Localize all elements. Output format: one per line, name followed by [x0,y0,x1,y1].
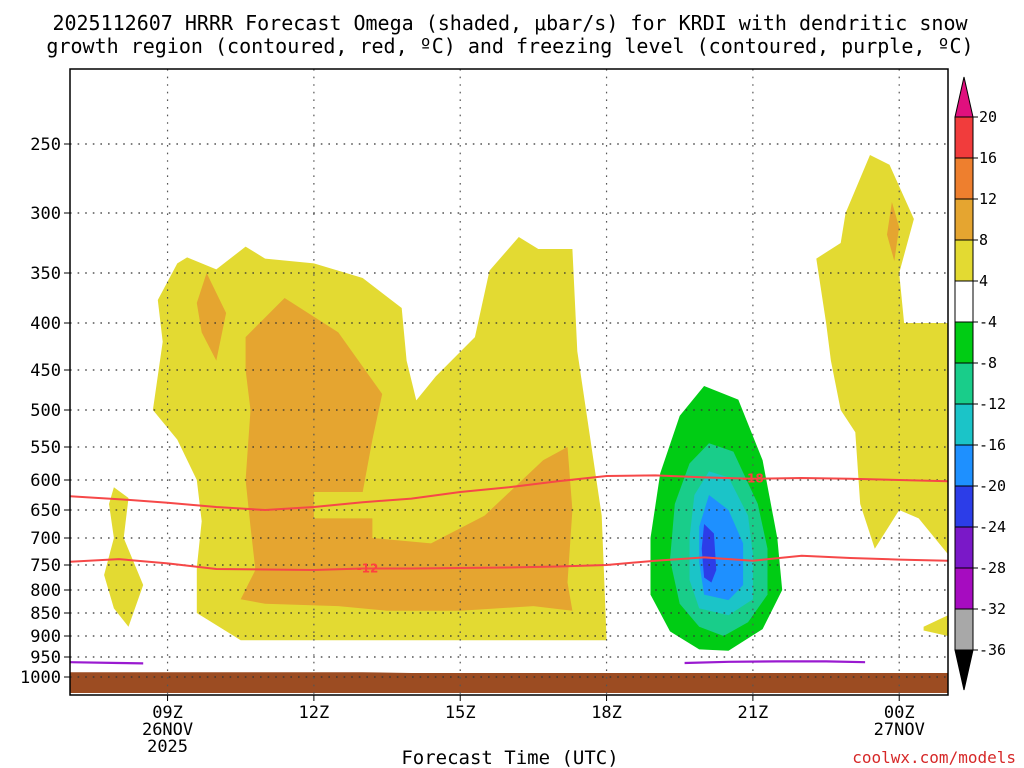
colorbar-bottom-arrow [954,649,974,691]
x-tick-label-12Z-0: 12Z [299,703,330,723]
grid-lines [70,69,948,695]
colorbar-bin-28-to-24 [954,526,974,569]
y-tick-label-550: 550 [30,438,61,458]
x-tick-label-00Z-1: 27NOV [874,720,925,740]
omega-region-8-to-12-6 [887,202,900,261]
dgz-contour-12 [70,554,948,572]
y-tick-label-350: 350 [30,264,61,284]
colorbar: 20 16 12 8 4 -4 -8 -12 -16 -20 -24 -28 -32 -36 [954,76,1006,691]
omega-region-4-to-8-1 [104,487,144,627]
colorbar-label-8: 8 [979,231,988,249]
x-tick-label-09Z-1: 26NOV [142,720,193,740]
colorbar-label-28: -28 [979,559,1006,577]
y-tick-label-650: 650 [30,501,61,521]
y-tick-label-950: 950 [30,648,61,668]
colorbar-bin-20-to-16 [954,444,974,487]
colorbar-bin-4-to-8 [954,239,974,282]
colorbar-label-4: -4 [979,313,997,331]
y-tick-label-900: 900 [30,627,61,647]
colorbar-bin-24-to-20 [954,485,974,528]
x-tick-label-18Z-0: 18Z [591,703,622,723]
freezing-level-contour-1 [684,660,866,665]
y-tick-label-700: 700 [30,529,61,549]
colorbar-label-16: 16 [979,149,997,167]
contour-layer: -18 -12 [70,472,948,665]
omega-region-8-to-12-4 [196,273,227,361]
y-tick-label-800: 800 [30,581,61,601]
y-tick-label-250: 250 [30,135,61,155]
x-tick-label-15Z-0: 15Z [445,703,476,723]
colorbar-label-12: 12 [979,190,997,208]
y-tick-label-300: 300 [30,204,61,224]
colorbar-label-20: 20 [979,108,997,126]
colorbar-bin-36-to-32 [954,608,974,651]
colorbar-bin-8-to-4 [954,321,974,364]
y-tick-label-500: 500 [30,401,61,421]
colorbar-bin-16-to-12 [954,403,974,446]
colorbar-bin-32-to-28 [954,567,974,610]
x-tick-label-09Z-2: 2025 [147,737,188,757]
colorbar-bin-4-to-4 [954,280,974,323]
y-tick-label-850: 850 [30,604,61,624]
y-axis: 250 300 350 400 450 500 550 600 650 700 750 800 850 9… [20,135,70,688]
site-credit: coolwx.com/models [852,748,1016,767]
colorbar-label-36: -36 [979,641,1006,659]
y-tick-label-1000: 1000 [20,668,61,688]
colorbar-label-20: -20 [979,477,1006,495]
colorbar-bin-8-to-12 [954,198,974,241]
colorbar-label-24: -24 [979,518,1006,536]
colorbar-label-32: -32 [979,600,1006,618]
colorbar-label-8: -8 [979,354,997,372]
ground-fill [70,672,948,693]
dgz-contour-18 [70,474,948,512]
x-tick-label-09Z-0: 09Z [152,703,183,723]
colorbar-bin-12-to-16 [954,157,974,200]
x-tick-label-21Z-0: 21Z [738,703,769,723]
colorbar-bin-16-to-20 [954,116,974,159]
freezing-level-contour-0 [70,661,144,665]
y-tick-label-750: 750 [30,556,61,576]
colorbar-label-12: -12 [979,395,1006,413]
x-axis-label: Forecast Time (UTC) [401,747,618,768]
colorbar-top-arrow [954,76,974,118]
omega-region-8-to-12-5 [240,298,573,611]
omega-region-4-to-8-2 [816,155,948,555]
chart-title-line1: 2025112607 HRRR Forecast Omega (shaded, … [52,11,968,35]
omega-region-4-to-8-3 [923,615,948,636]
omega-shading-layer [104,155,948,651]
colorbar-bin-12-to-8 [954,362,974,405]
chart-title-line2: growth region (contoured, red, ºC) and f… [46,34,973,58]
contour-label-12: -12 [357,562,379,576]
y-tick-label-450: 450 [30,361,61,381]
colorbar-label-4: 4 [979,272,988,290]
plot-area: -18 -12 [70,69,948,695]
y-tick-label-400: 400 [30,314,61,334]
omega-region-24-to-20-11 [701,524,717,583]
colorbar-label-16: -16 [979,436,1006,454]
x-tick-label-00Z-0: 00Z [884,703,915,723]
plot-frame [69,68,949,696]
contour-label-18: -18 [742,472,764,486]
ground-layer [70,672,948,693]
y-tick-label-600: 600 [30,471,61,491]
